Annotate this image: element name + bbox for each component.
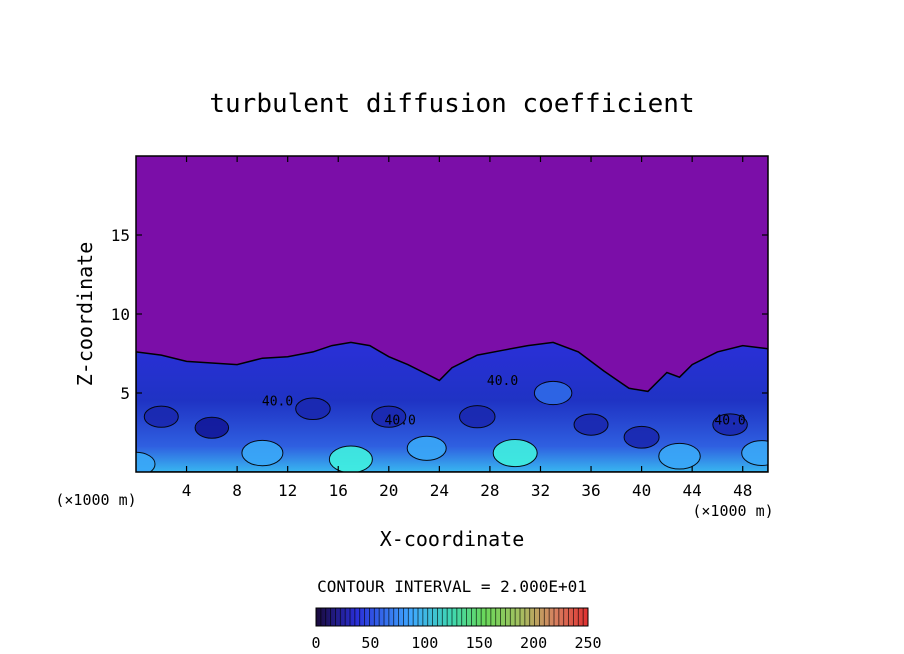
x-axis-label: X-coordinate [380,527,525,551]
turbulence-cell [136,451,156,472]
turbulence-cell [533,380,573,406]
colorbar-tick-label: 250 [574,634,601,652]
y-tick-label: 5 [120,384,130,403]
turbulence-cell [371,405,407,428]
y-tick-label: 15 [111,226,130,245]
x-tick-label: 40 [632,481,651,500]
chart-title: turbulent diffusion coefficient [209,89,694,119]
colorbar-tick-label: 150 [466,634,493,652]
colorbar-lines [320,608,584,626]
plot-area: 40.0 40.0 40.0 40.0 [136,156,768,472]
x-tick-label: 8 [232,481,242,500]
x-unit-left: (×1000 m) [55,491,136,509]
x-tick-label: 48 [733,481,752,500]
turbulence-cell [573,413,609,436]
colorbar-ticks: 0 50 100 150 200 250 [311,634,601,652]
x-tick-label: 20 [379,481,398,500]
x-tick-label: 16 [329,481,348,500]
turbulence-field [136,341,768,472]
turbulence-cell [406,435,447,461]
x-tick-label: 24 [430,481,449,500]
y-axis-label: Z-coordinate [73,242,97,387]
turbulence-cell [712,413,748,436]
x-tick-label: 36 [581,481,600,500]
x-tick-label: 32 [531,481,550,500]
x-tick-label: 28 [480,481,499,500]
contour-value-label: 40.0 [714,414,745,429]
contour-labels: 40.0 40.0 40.0 40.0 [262,374,746,429]
turbulence-cell [194,416,230,439]
contour-value-label: 40.0 [385,414,416,429]
x-tick-label: 44 [683,481,702,500]
colorbar-tick-label: 0 [311,634,320,652]
turbulence-cell [328,445,373,472]
turbulence-cell [143,405,179,428]
turbulence-cell [459,405,496,429]
turbulence-cell [741,440,768,466]
turbulence-cell [241,439,284,467]
colorbar-tick-label: 100 [411,634,438,652]
x-axis-ticks: 4 8 12 16 20 24 28 32 36 40 44 48 [182,156,752,500]
turbulence-cell [658,442,701,470]
x-tick-label: 4 [182,481,192,500]
turbulence-cell [492,438,538,468]
colorbar-tick-label: 200 [520,634,547,652]
contour-value-label: 40.0 [262,395,293,410]
turbulence-cell [295,397,331,421]
turbulence-cell [623,425,660,449]
x-unit-right: (×1000 m) [692,502,773,520]
contour-value-label: 40.0 [487,374,518,389]
x-tick-label: 12 [278,481,297,500]
y-tick-label: 10 [111,305,130,324]
contour-interval-label: CONTOUR INTERVAL = 2.000E+01 [317,577,587,596]
colorbar-tick-label: 50 [361,634,379,652]
turbulence-cells [136,380,768,472]
y-axis-ticks: 5 10 15 [111,226,768,403]
colorbar: 0 50 100 150 200 250 [311,607,602,652]
